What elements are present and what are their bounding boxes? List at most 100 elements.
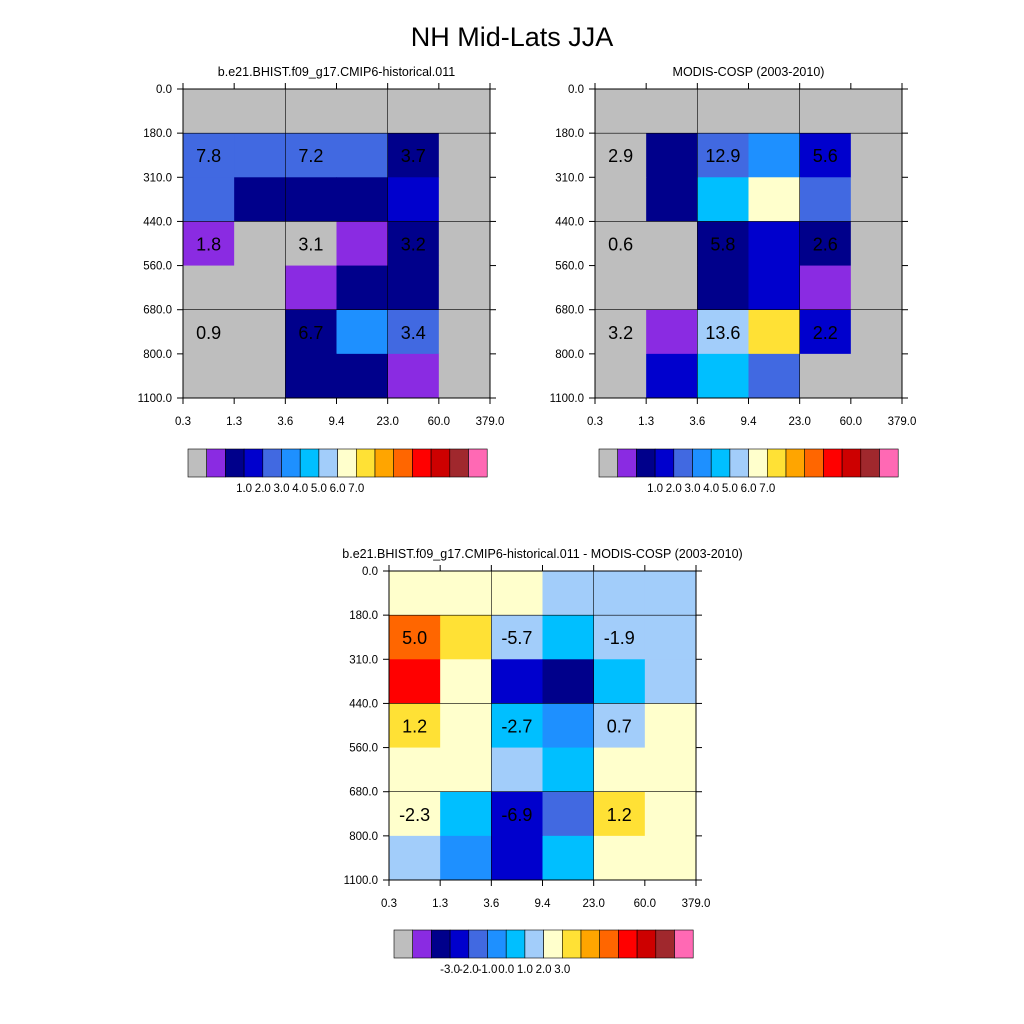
heatmap-cell: [336, 221, 389, 267]
y-tick-label: 1100.0: [550, 393, 584, 405]
heatmap-cell: [438, 309, 491, 355]
colorbar-swatch: [524, 929, 544, 959]
heatmap-cell: [440, 659, 492, 704]
heatmap-cell: [491, 571, 543, 616]
heatmap-cell: [542, 747, 595, 793]
panel-title: b.e21.BHIST.f09_g17.CMIP6-historical.011…: [342, 547, 742, 561]
page-title: NH Mid-Lats JJA: [411, 22, 614, 52]
heatmap-cell: [646, 89, 698, 134]
y-tick-label: 560.0: [555, 261, 584, 273]
heatmap-cell: [234, 309, 286, 355]
heatmap-cell: [389, 571, 441, 616]
group-value-label: 2.2: [813, 323, 838, 343]
heatmap-cell: [850, 309, 903, 355]
colorbar-swatch: [430, 448, 451, 478]
y-tick-label: 440.0: [349, 698, 378, 710]
group-value-label: -5.7: [501, 628, 532, 648]
group-value-label: 7.2: [298, 146, 323, 166]
colorbar-label: 5.0: [311, 483, 327, 495]
colorbar-swatch: [879, 448, 899, 478]
panels-group: b.e21.BHIST.f09_g17.CMIP6-historical.011…: [138, 65, 917, 976]
heatmap-cell: [285, 133, 337, 178]
y-tick-label: 800.0: [349, 831, 378, 843]
colorbar-swatch: [468, 448, 488, 478]
group-value-label: -6.9: [501, 805, 532, 825]
colorbar-swatch: [636, 448, 656, 478]
colorbar-label: 5.0: [722, 483, 738, 495]
group-value-label: 13.6: [705, 323, 740, 343]
group-value-label: 6.7: [298, 323, 323, 343]
heatmap-cell: [542, 791, 595, 837]
colorbar-label: 2.0: [666, 483, 682, 495]
heatmap-cell: [285, 89, 337, 134]
x-tick-label: 9.4: [329, 416, 346, 428]
y-tick-label: 440.0: [143, 216, 172, 228]
heatmap-cell: [646, 265, 698, 311]
colorbar-swatch: [692, 448, 712, 478]
heatmap-cell: [850, 177, 903, 222]
group-value-label: 5.8: [710, 235, 735, 255]
colorbar-label: 2.0: [536, 964, 552, 976]
y-tick-label: 800.0: [555, 349, 584, 361]
heatmap-cell: [183, 309, 235, 355]
heatmap-cell: [491, 747, 543, 793]
heatmap-cell: [440, 703, 492, 749]
x-tick-label: 3.6: [483, 898, 499, 910]
heatmap-cell: [595, 265, 647, 311]
y-tick-label: 310.0: [349, 654, 378, 666]
heatmap-cell: [387, 265, 440, 311]
heatmap-cell: [799, 221, 852, 267]
colorbar-swatch: [225, 448, 245, 478]
heatmap-cell: [799, 265, 852, 311]
y-tick-label: 310.0: [143, 172, 172, 184]
heatmap-cell: [646, 221, 698, 267]
heatmap-cell: [183, 89, 235, 134]
heatmap-cell: [850, 221, 903, 267]
heatmap-cell: [748, 89, 801, 134]
x-tick-label: 23.0: [376, 416, 398, 428]
x-tick-label: 0.3: [381, 898, 397, 910]
heatmap-cell: [595, 353, 647, 399]
heatmap-cell: [285, 353, 337, 399]
colorbar-swatch: [412, 929, 432, 959]
heatmap-cell: [234, 89, 286, 134]
x-tick-label: 9.4: [535, 898, 552, 910]
heatmap-cell: [389, 659, 441, 704]
heatmap-cell: [285, 177, 337, 222]
heatmap-cell: [593, 615, 646, 660]
x-tick-label: 3.6: [277, 416, 293, 428]
colorbar-label: 4.0: [703, 483, 719, 495]
x-tick-label: 0.3: [587, 416, 603, 428]
colorbar-label: 1.0: [647, 483, 663, 495]
y-tick-label: 0.0: [568, 84, 584, 96]
heatmap-cell: [850, 133, 903, 178]
heatmap-cell: [440, 571, 492, 616]
heatmap-cell: [593, 791, 646, 837]
heatmap-cell: [748, 353, 801, 399]
heatmap-cell: [336, 89, 389, 134]
colorbar-label: 6.0: [741, 483, 757, 495]
x-tick-label: 23.0: [788, 416, 810, 428]
heatmap-cell: [183, 133, 235, 178]
heatmap-cell: [595, 309, 647, 355]
heatmap-cell: [491, 703, 543, 749]
x-tick-label: 0.3: [175, 416, 191, 428]
heatmap-cell: [336, 353, 389, 399]
heatmap-cell: [183, 265, 235, 311]
colorbar-label: 4.0: [292, 483, 308, 495]
heatmap-cell: [183, 177, 235, 222]
x-tick-label: 60.0: [840, 416, 862, 428]
y-tick-label: 680.0: [555, 305, 584, 317]
colorbar-swatch: [412, 448, 432, 478]
colorbar-swatch: [505, 929, 526, 959]
heatmap-cell: [850, 265, 903, 311]
heatmap-cell: [336, 265, 389, 311]
panel-3: b.e21.BHIST.f09_g17.CMIP6-historical.011…: [342, 547, 742, 976]
colorbar-label: 1.0: [517, 964, 533, 976]
colorbar-label: 3.0: [554, 964, 570, 976]
heatmap-cell: [595, 89, 647, 134]
y-tick-label: 680.0: [143, 305, 172, 317]
colorbar-swatch: [598, 448, 619, 478]
x-tick-label: 1.3: [638, 416, 654, 428]
